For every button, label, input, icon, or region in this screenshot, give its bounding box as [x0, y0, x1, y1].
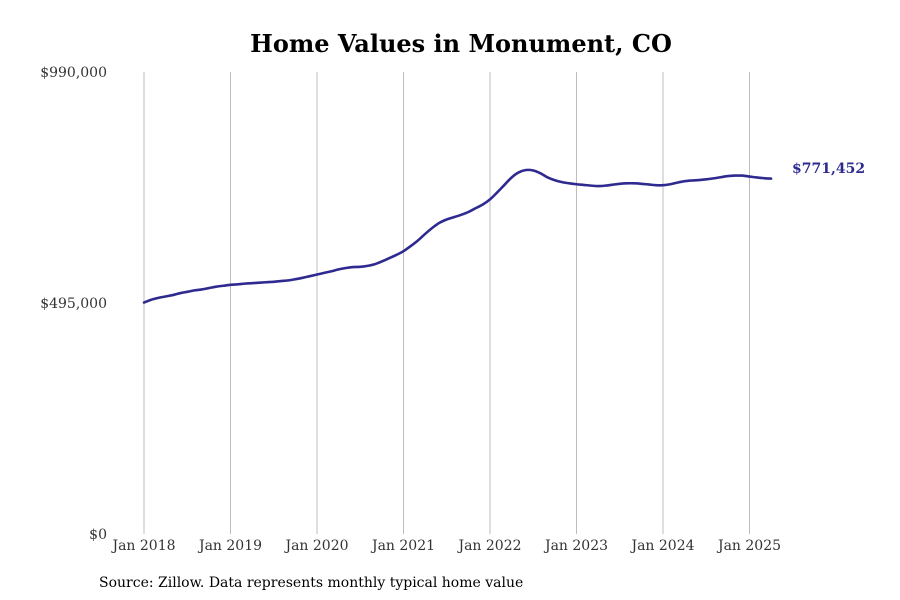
x-axis: Jan 2018 Jan 2019 Jan 2020 Jan 2021 Jan 2022…: [110, 538, 781, 554]
x-tick-label: Jan 2018: [110, 538, 175, 554]
x-tick-label: Jan 2021: [370, 538, 435, 554]
end-value-label: $771,452: [792, 161, 865, 177]
series-layer: [142, 168, 773, 304]
chart-title: Home Values in Monument, CO: [250, 29, 672, 58]
x-tick-label: Jan 2020: [283, 538, 348, 554]
x-tick-label: Jan 2023: [543, 538, 608, 554]
x-tick-label: Jan 2025: [716, 538, 781, 554]
y-axis: $0 $495,000 $990,000: [40, 65, 107, 543]
x-tick-label: Jan 2024: [629, 538, 694, 554]
x-tick-label: Jan 2022: [456, 538, 521, 554]
source-note: Source: Zillow. Data represents monthly …: [99, 575, 523, 591]
grid-layer: [143, 72, 750, 534]
series-line: [142, 168, 773, 304]
x-tick-label: Jan 2019: [197, 538, 262, 554]
y-tick-label: $495,000: [40, 296, 107, 312]
y-tick-label: $0: [89, 527, 107, 543]
y-tick-label: $990,000: [40, 65, 107, 81]
